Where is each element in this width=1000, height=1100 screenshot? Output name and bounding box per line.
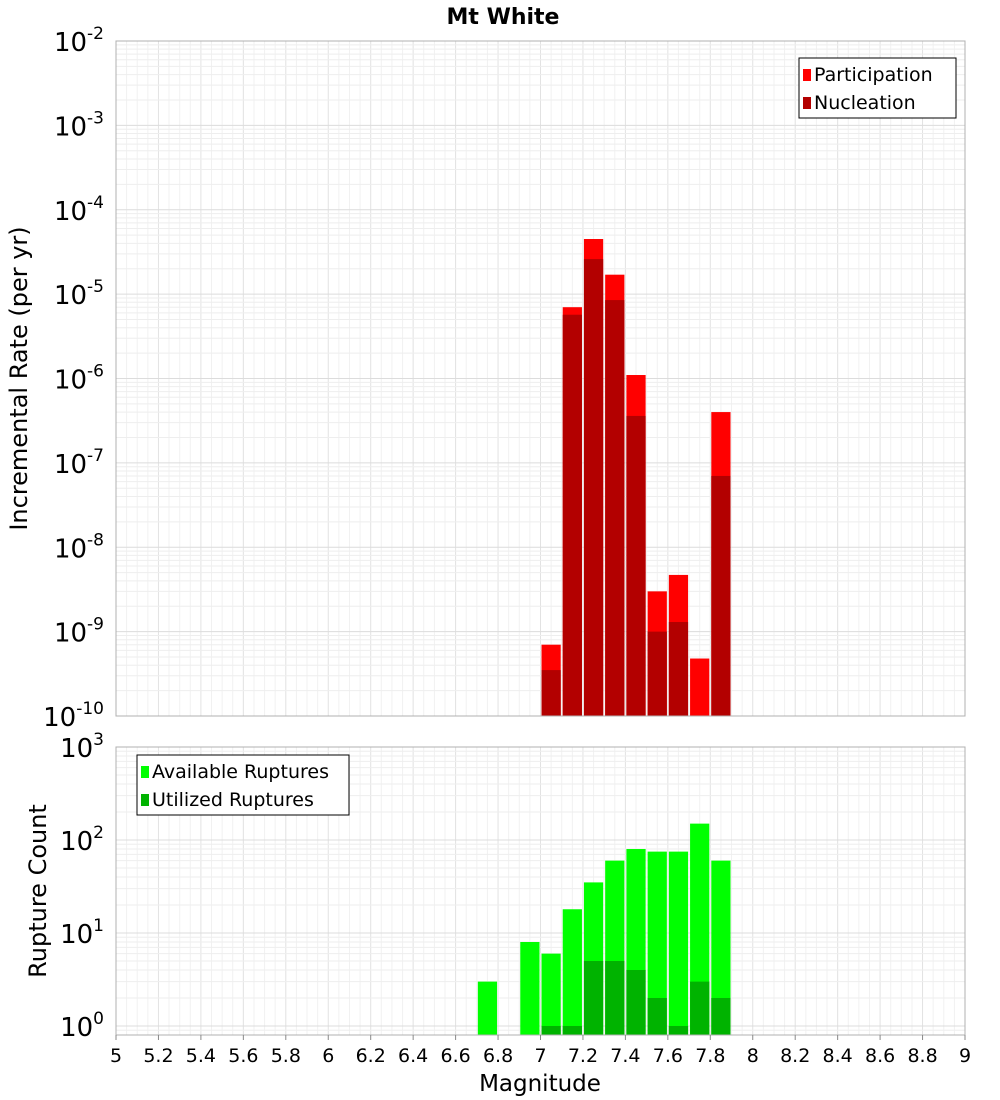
plot-frame bbox=[115, 40, 966, 717]
y-tick-label: 102 bbox=[60, 823, 104, 857]
chart-title: Mt White bbox=[447, 5, 560, 30]
y-tick-label: 103 bbox=[60, 730, 104, 764]
bar-available-ruptures bbox=[520, 942, 540, 1035]
bar-utilized-ruptures bbox=[605, 960, 625, 1035]
x-tick-label: 8.2 bbox=[780, 1045, 810, 1067]
bar-nucleation bbox=[647, 631, 667, 716]
bar-utilized-ruptures bbox=[711, 997, 731, 1035]
x-tick-label: 7.8 bbox=[695, 1045, 725, 1067]
x-tick-label: 5.4 bbox=[186, 1045, 216, 1067]
x-tick-label: 8 bbox=[747, 1045, 759, 1067]
x-tick-label: 8.6 bbox=[865, 1045, 895, 1067]
x-tick-label: 5 bbox=[110, 1045, 122, 1067]
bar-nucleation bbox=[711, 475, 731, 716]
bar-participation bbox=[690, 658, 710, 716]
bar-nucleation bbox=[583, 259, 604, 716]
y-tick-label: 10-10 bbox=[43, 699, 104, 733]
bar-available-ruptures bbox=[541, 953, 561, 1035]
y-tick-label: 100 bbox=[60, 1009, 104, 1043]
x-tick-label: 6.2 bbox=[356, 1045, 386, 1067]
bar-utilized-ruptures bbox=[541, 1025, 561, 1035]
x-tick-label: 7.6 bbox=[653, 1045, 683, 1067]
legend-box bbox=[798, 57, 957, 119]
y-tick-label: 10-3 bbox=[54, 108, 104, 142]
legend-label: Nucleation bbox=[814, 92, 916, 114]
y-tick-label: 10-4 bbox=[54, 193, 104, 227]
legend-label: Utilized Ruptures bbox=[152, 789, 314, 811]
panel-1: 10-10 10-9 10-8 10-7 10-6 10-5 10-4 10-3 10-2 Inc… bbox=[5, 24, 966, 733]
y-tick-label: 10-8 bbox=[54, 530, 104, 564]
y-tick-label: 10-5 bbox=[54, 277, 104, 311]
legend-label: Participation bbox=[814, 64, 933, 86]
y-tick-label: 10-9 bbox=[54, 615, 104, 649]
legend-swatch bbox=[803, 97, 811, 109]
bar-utilized-ruptures bbox=[647, 997, 667, 1035]
x-tick-label: 6.4 bbox=[398, 1045, 428, 1067]
panel-2: 100 101 102 103 Rupture Count Available Ruptu… bbox=[24, 730, 966, 1043]
x-tick-label: 5.8 bbox=[271, 1045, 301, 1067]
bar-available-ruptures bbox=[477, 981, 498, 1035]
x-tick-label: 6.8 bbox=[483, 1045, 513, 1067]
legend-swatch bbox=[803, 69, 811, 81]
bar-utilized-ruptures bbox=[668, 1025, 689, 1035]
y-tick-label: 10-6 bbox=[54, 362, 104, 396]
bar-available-ruptures bbox=[711, 860, 731, 1035]
y-tick-label: 10-2 bbox=[54, 24, 104, 58]
legend-swatch bbox=[141, 766, 149, 778]
bar-utilized-ruptures bbox=[583, 960, 604, 1035]
x-axis-label: Magnitude bbox=[479, 1071, 601, 1097]
x-tick-label: 8.8 bbox=[907, 1045, 937, 1067]
bar-available-ruptures bbox=[562, 909, 582, 1035]
bar-nucleation bbox=[562, 314, 582, 716]
y-tick-label: 10-7 bbox=[54, 446, 104, 480]
legend-label: Available Ruptures bbox=[152, 761, 329, 783]
x-tick-label: 6 bbox=[322, 1045, 334, 1067]
x-tick-label: 5.2 bbox=[143, 1045, 173, 1067]
bar-utilized-ruptures bbox=[626, 969, 646, 1035]
bar-nucleation bbox=[605, 300, 625, 716]
x-tick-label: 5.6 bbox=[228, 1045, 258, 1067]
bar-available-ruptures bbox=[647, 851, 667, 1035]
bar-utilized-ruptures bbox=[562, 1025, 582, 1035]
bar-utilized-ruptures bbox=[690, 981, 710, 1035]
bar-available-ruptures bbox=[668, 851, 689, 1035]
legend-swatch bbox=[141, 794, 149, 806]
x-tick-label: 9 bbox=[959, 1045, 971, 1067]
bar-nucleation bbox=[541, 670, 561, 716]
legend-box bbox=[136, 754, 350, 816]
bar-nucleation bbox=[626, 415, 646, 716]
y-axis-label: Rupture Count bbox=[24, 804, 52, 978]
x-tick-label: 6.6 bbox=[440, 1045, 470, 1067]
y-axis-label: Incremental Rate (per yr) bbox=[5, 226, 33, 530]
x-tick-label: 7 bbox=[534, 1045, 546, 1067]
x-tick-label: 8.4 bbox=[823, 1045, 853, 1067]
x-tick-label: 7.4 bbox=[610, 1045, 640, 1067]
bar-nucleation bbox=[668, 622, 689, 716]
x-tick-label: 7.2 bbox=[568, 1045, 598, 1067]
y-tick-label: 101 bbox=[60, 916, 104, 950]
